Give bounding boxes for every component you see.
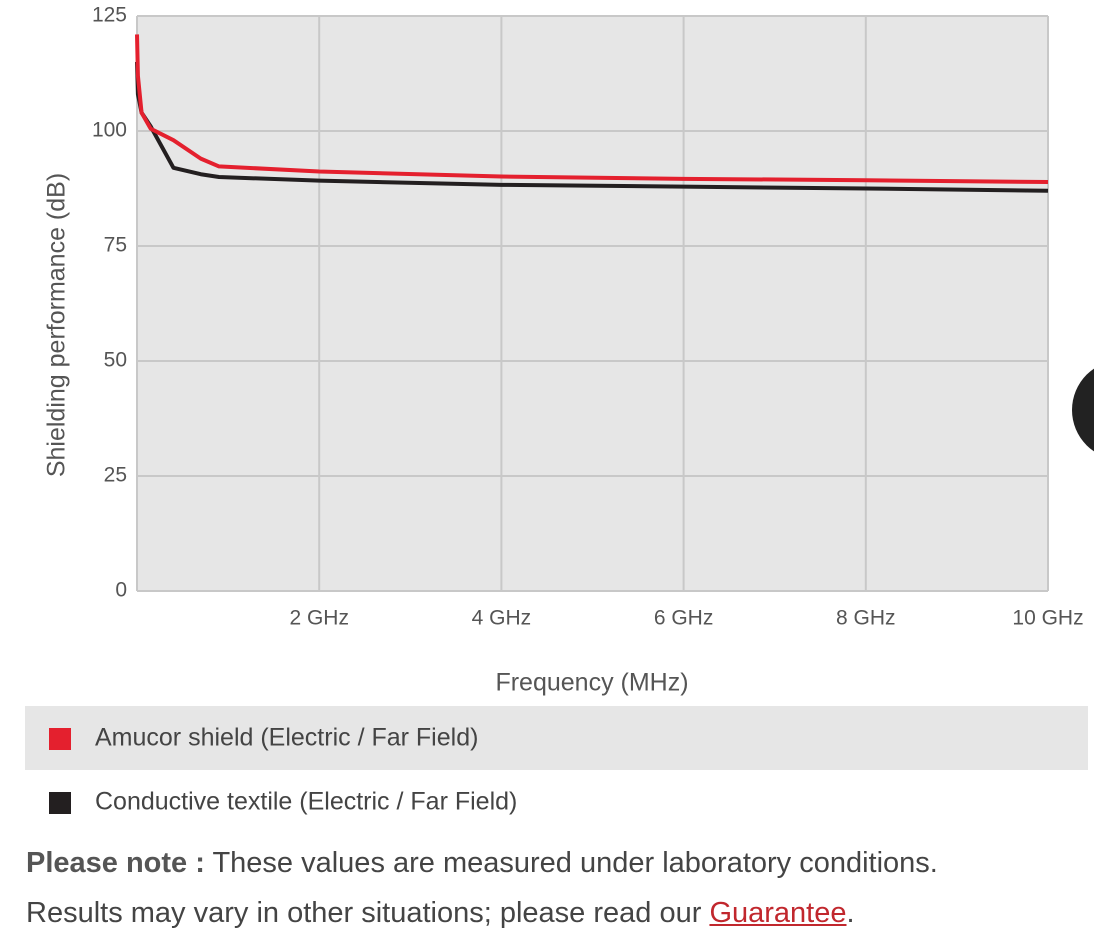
scroll-button[interactable] [1072,360,1094,460]
y-tick-label: 100 [92,119,127,142]
x-tick-label: 2 GHz [289,607,349,630]
note-text: . [846,897,855,929]
series-line [135,34,1049,185]
y-tick-label: 125 [92,4,127,27]
y-tick-label: 75 [104,234,127,257]
y-axis-title: Shielding performance (dB) [43,173,71,477]
y-tick-label: 0 [115,579,127,602]
legend-label: Conductive textile (Electric / Far Field… [95,788,517,816]
plot-background [137,16,1048,591]
legend-swatch [49,728,71,750]
x-tick-label: 6 GHz [654,607,714,630]
legend-label: Amucor shield (Electric / Far Field) [95,724,478,752]
note: Please note : These values are measured … [26,838,1086,938]
legend-swatch [49,792,71,814]
y-tick-label: 50 [104,349,127,372]
guarantee-link[interactable]: Guarantee [709,897,847,929]
note-text: Results may vary in other situations; pl… [26,897,702,929]
x-tick-label: 4 GHz [472,607,532,630]
note-text: These values are measured under laborato… [212,847,938,879]
note-label: Please note : [26,847,205,879]
y-tick-label: 25 [104,464,127,487]
x-tick-label: 10 GHz [1012,607,1083,630]
legend-row [25,706,1088,770]
x-tick-label: 8 GHz [836,607,896,630]
x-axis-title: Frequency (MHz) [495,669,688,697]
